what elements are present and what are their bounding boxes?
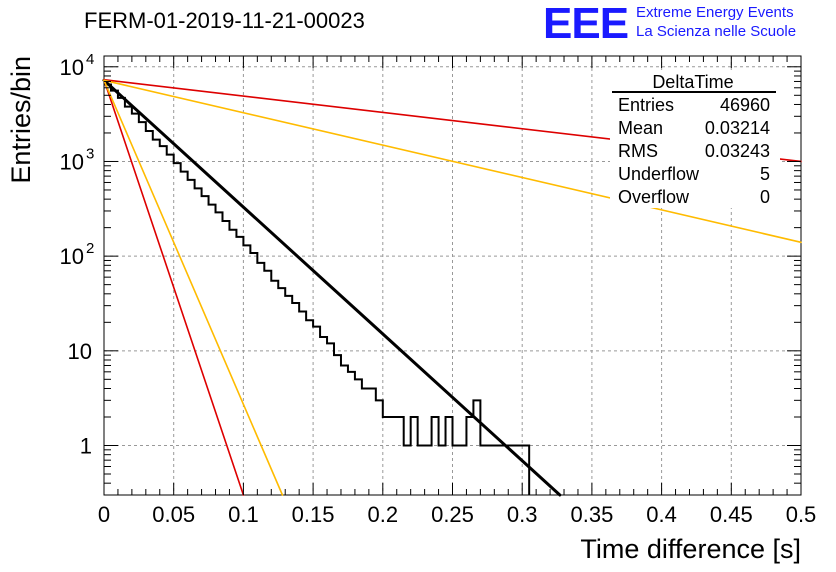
- stats-name: DeltaTime: [652, 72, 733, 92]
- x-tick-label: 0.05: [152, 502, 195, 527]
- y-tick-label: 10: [68, 339, 92, 364]
- stats-label: Underflow: [618, 164, 700, 184]
- stats-value: 0: [760, 187, 770, 207]
- eee-logo: EEE: [543, 0, 629, 48]
- axes: 0 0.05 0.1 0.15 0.2 0.25 0.3 0.35 0.4 0.45 0.5 1 10 1…: [60, 51, 817, 527]
- y-tick-label: 10: [60, 149, 84, 174]
- y-tick-label: 10: [60, 55, 84, 80]
- x-tick-label: 0: [98, 502, 110, 527]
- x-tick-label: 0.4: [646, 502, 677, 527]
- x-tick-label: 0.15: [292, 502, 335, 527]
- x-tick-label: 0.3: [507, 502, 538, 527]
- stats-label: RMS: [618, 141, 658, 161]
- stats-rows: Entries 46960 Mean 0.03214 RMS 0.03243Underfl…: [618, 95, 770, 207]
- stats-value: 0.03214: [705, 118, 770, 138]
- data-marks: [102, 78, 802, 497]
- stats-label: Overflow: [618, 187, 690, 207]
- y-tick-exponent: 2: [86, 240, 94, 257]
- x-tick-label: 0.25: [431, 502, 474, 527]
- x-tick-label: 0.45: [710, 502, 753, 527]
- y-tick-exponent: 4: [86, 51, 94, 68]
- stats-value: 5: [760, 164, 770, 184]
- stats-box: DeltaTime Entries 46960 Mean 0.03214 RMS 0.03…: [610, 70, 780, 208]
- x-tick-label: 0.2: [368, 502, 399, 527]
- series-line: [103, 79, 802, 244]
- y-tick-label: 1: [80, 433, 92, 458]
- stats-label: Entries: [618, 95, 674, 115]
- series-line: [102, 78, 562, 497]
- y-tick-label: 10: [60, 244, 84, 269]
- x-axis-label: Time difference [s]: [580, 534, 801, 564]
- stats-value: 0.03243: [705, 141, 770, 161]
- plot-title: FERM-01-2019-11-21-00023: [84, 8, 365, 33]
- y-axis-label: Entries/bin: [6, 56, 36, 184]
- stats-label: Mean: [618, 118, 663, 138]
- logo-caption-line-2: La Scienza nelle Scuole: [636, 23, 797, 40]
- y-tick-exponent: 3: [86, 145, 94, 162]
- series-line: [103, 79, 284, 496]
- logo-caption-line-1: Extreme Energy Events: [636, 4, 794, 21]
- logo-caption: Extreme Energy Events La Scienza nelle S…: [636, 3, 796, 41]
- x-tick-label: 0.35: [570, 502, 613, 527]
- histogram-line: [104, 83, 531, 495]
- stats-value: 46960: [720, 95, 770, 115]
- x-tick-label: 0.5: [786, 502, 817, 527]
- x-tick-label: 0.1: [228, 502, 259, 527]
- series-line: [103, 78, 245, 496]
